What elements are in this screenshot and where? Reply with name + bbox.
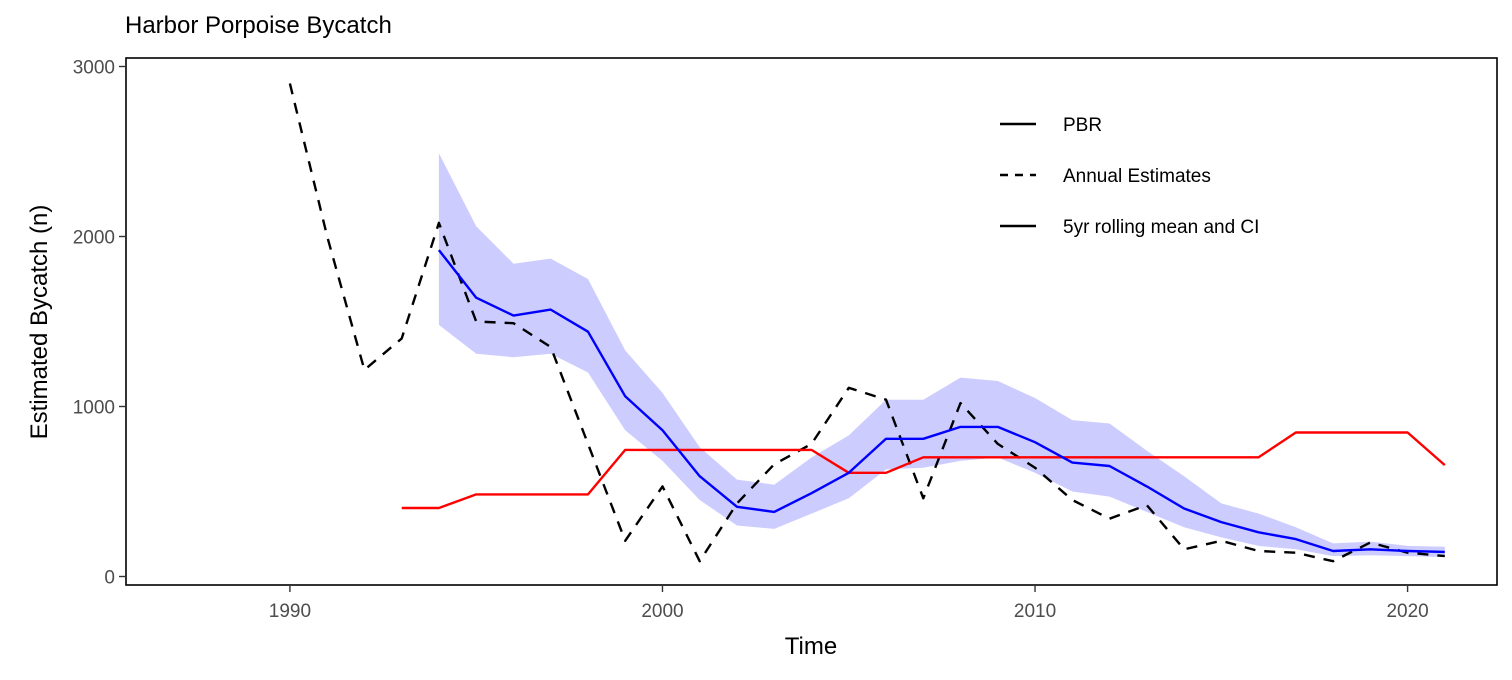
legend-item: PBR [1000,115,1102,136]
series-line-pbr [401,431,1446,510]
x-axis-label: Time [784,633,838,660]
legend-item: Annual Estimates [1000,166,1211,187]
y-tick-label: 2000 [73,228,115,249]
x-tick-label: 2010 [1014,601,1056,622]
y-tick-label: 3000 [73,58,115,79]
plot-border [125,57,1498,586]
x-tick-label: 1990 [269,601,311,622]
x-tick-label: 2000 [641,601,683,622]
ci-band-layer [438,153,1445,557]
chart-title: Harbor Porpoise Bycatch [125,12,392,39]
legend: PBR Annual Estimates 5yr rolling mean and … [1000,115,1259,238]
y-tick-label: 1000 [73,398,115,419]
series-line-annual-estimates [288,83,1445,563]
x-tick-label: 2020 [1386,601,1428,622]
legend-label: PBR [1063,115,1102,136]
ci-band-5yr-rolling-mean-and-ci [438,153,1445,557]
legend-item: 5yr rolling mean and CI [1000,217,1259,238]
legend-label: 5yr rolling mean and CI [1063,217,1259,238]
series-line-5yr-rolling-mean-and-ci [437,249,1445,554]
y-tick-label: 0 [104,568,115,589]
legend-label: Annual Estimates [1063,166,1211,187]
axes-layer: 1990 2000 2010 2020 0 1000 2000 3000 [73,57,1498,622]
series-layer [288,83,1446,563]
